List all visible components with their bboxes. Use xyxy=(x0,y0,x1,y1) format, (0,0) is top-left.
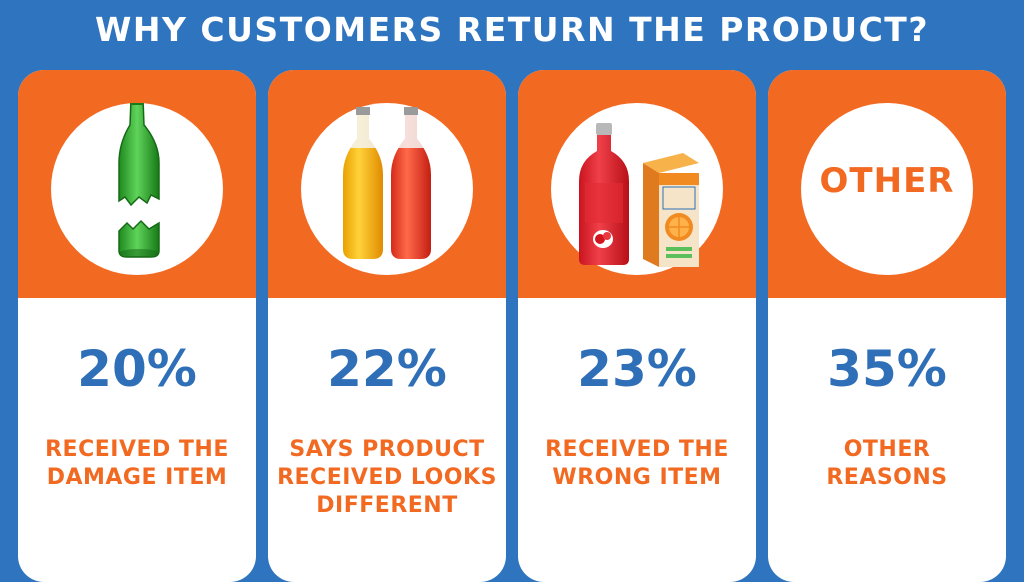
percentage-value: 35% xyxy=(827,340,947,398)
percentage-value: 22% xyxy=(327,340,447,398)
reason-label: RECEIVED THE WRONG ITEM xyxy=(545,437,729,490)
icon-circle xyxy=(551,103,723,275)
card-damage-item: 20% RECEIVED THE DAMAGE ITEM xyxy=(18,70,256,582)
broken-bottle-icon xyxy=(118,103,160,258)
card-header: OTHER xyxy=(768,70,1006,298)
card-other-reasons: OTHER 35% OTHER REASONS xyxy=(768,70,1006,582)
reason-label: OTHER REASONS xyxy=(826,437,948,490)
page-title: WHY CUSTOMERS RETURN THE PRODUCT? xyxy=(95,10,929,49)
cards-container: 20% RECEIVED THE DAMAGE ITEM xyxy=(18,70,1006,582)
card-header xyxy=(18,70,256,298)
icon-circle xyxy=(301,103,473,275)
percentage-value: 23% xyxy=(577,340,697,398)
reason-label: SAYS PRODUCT RECEIVED LOOKS DIFFERENT xyxy=(277,437,497,518)
juice-bottle-and-box-icon xyxy=(579,123,699,267)
card-header xyxy=(518,70,756,298)
icon-circle xyxy=(51,103,223,275)
percentage-value: 20% xyxy=(77,340,197,398)
card-looks-different: 22% SAYS PRODUCT RECEIVED LOOKS DIFFEREN… xyxy=(268,70,506,582)
reason-label: RECEIVED THE DAMAGE ITEM xyxy=(45,437,229,490)
icon-circle: OTHER xyxy=(801,103,973,275)
two-bottles-icon xyxy=(343,107,431,259)
other-icon-text: OTHER xyxy=(819,161,955,201)
card-header xyxy=(268,70,506,298)
card-wrong-item: 23% RECEIVED THE WRONG ITEM xyxy=(518,70,756,582)
